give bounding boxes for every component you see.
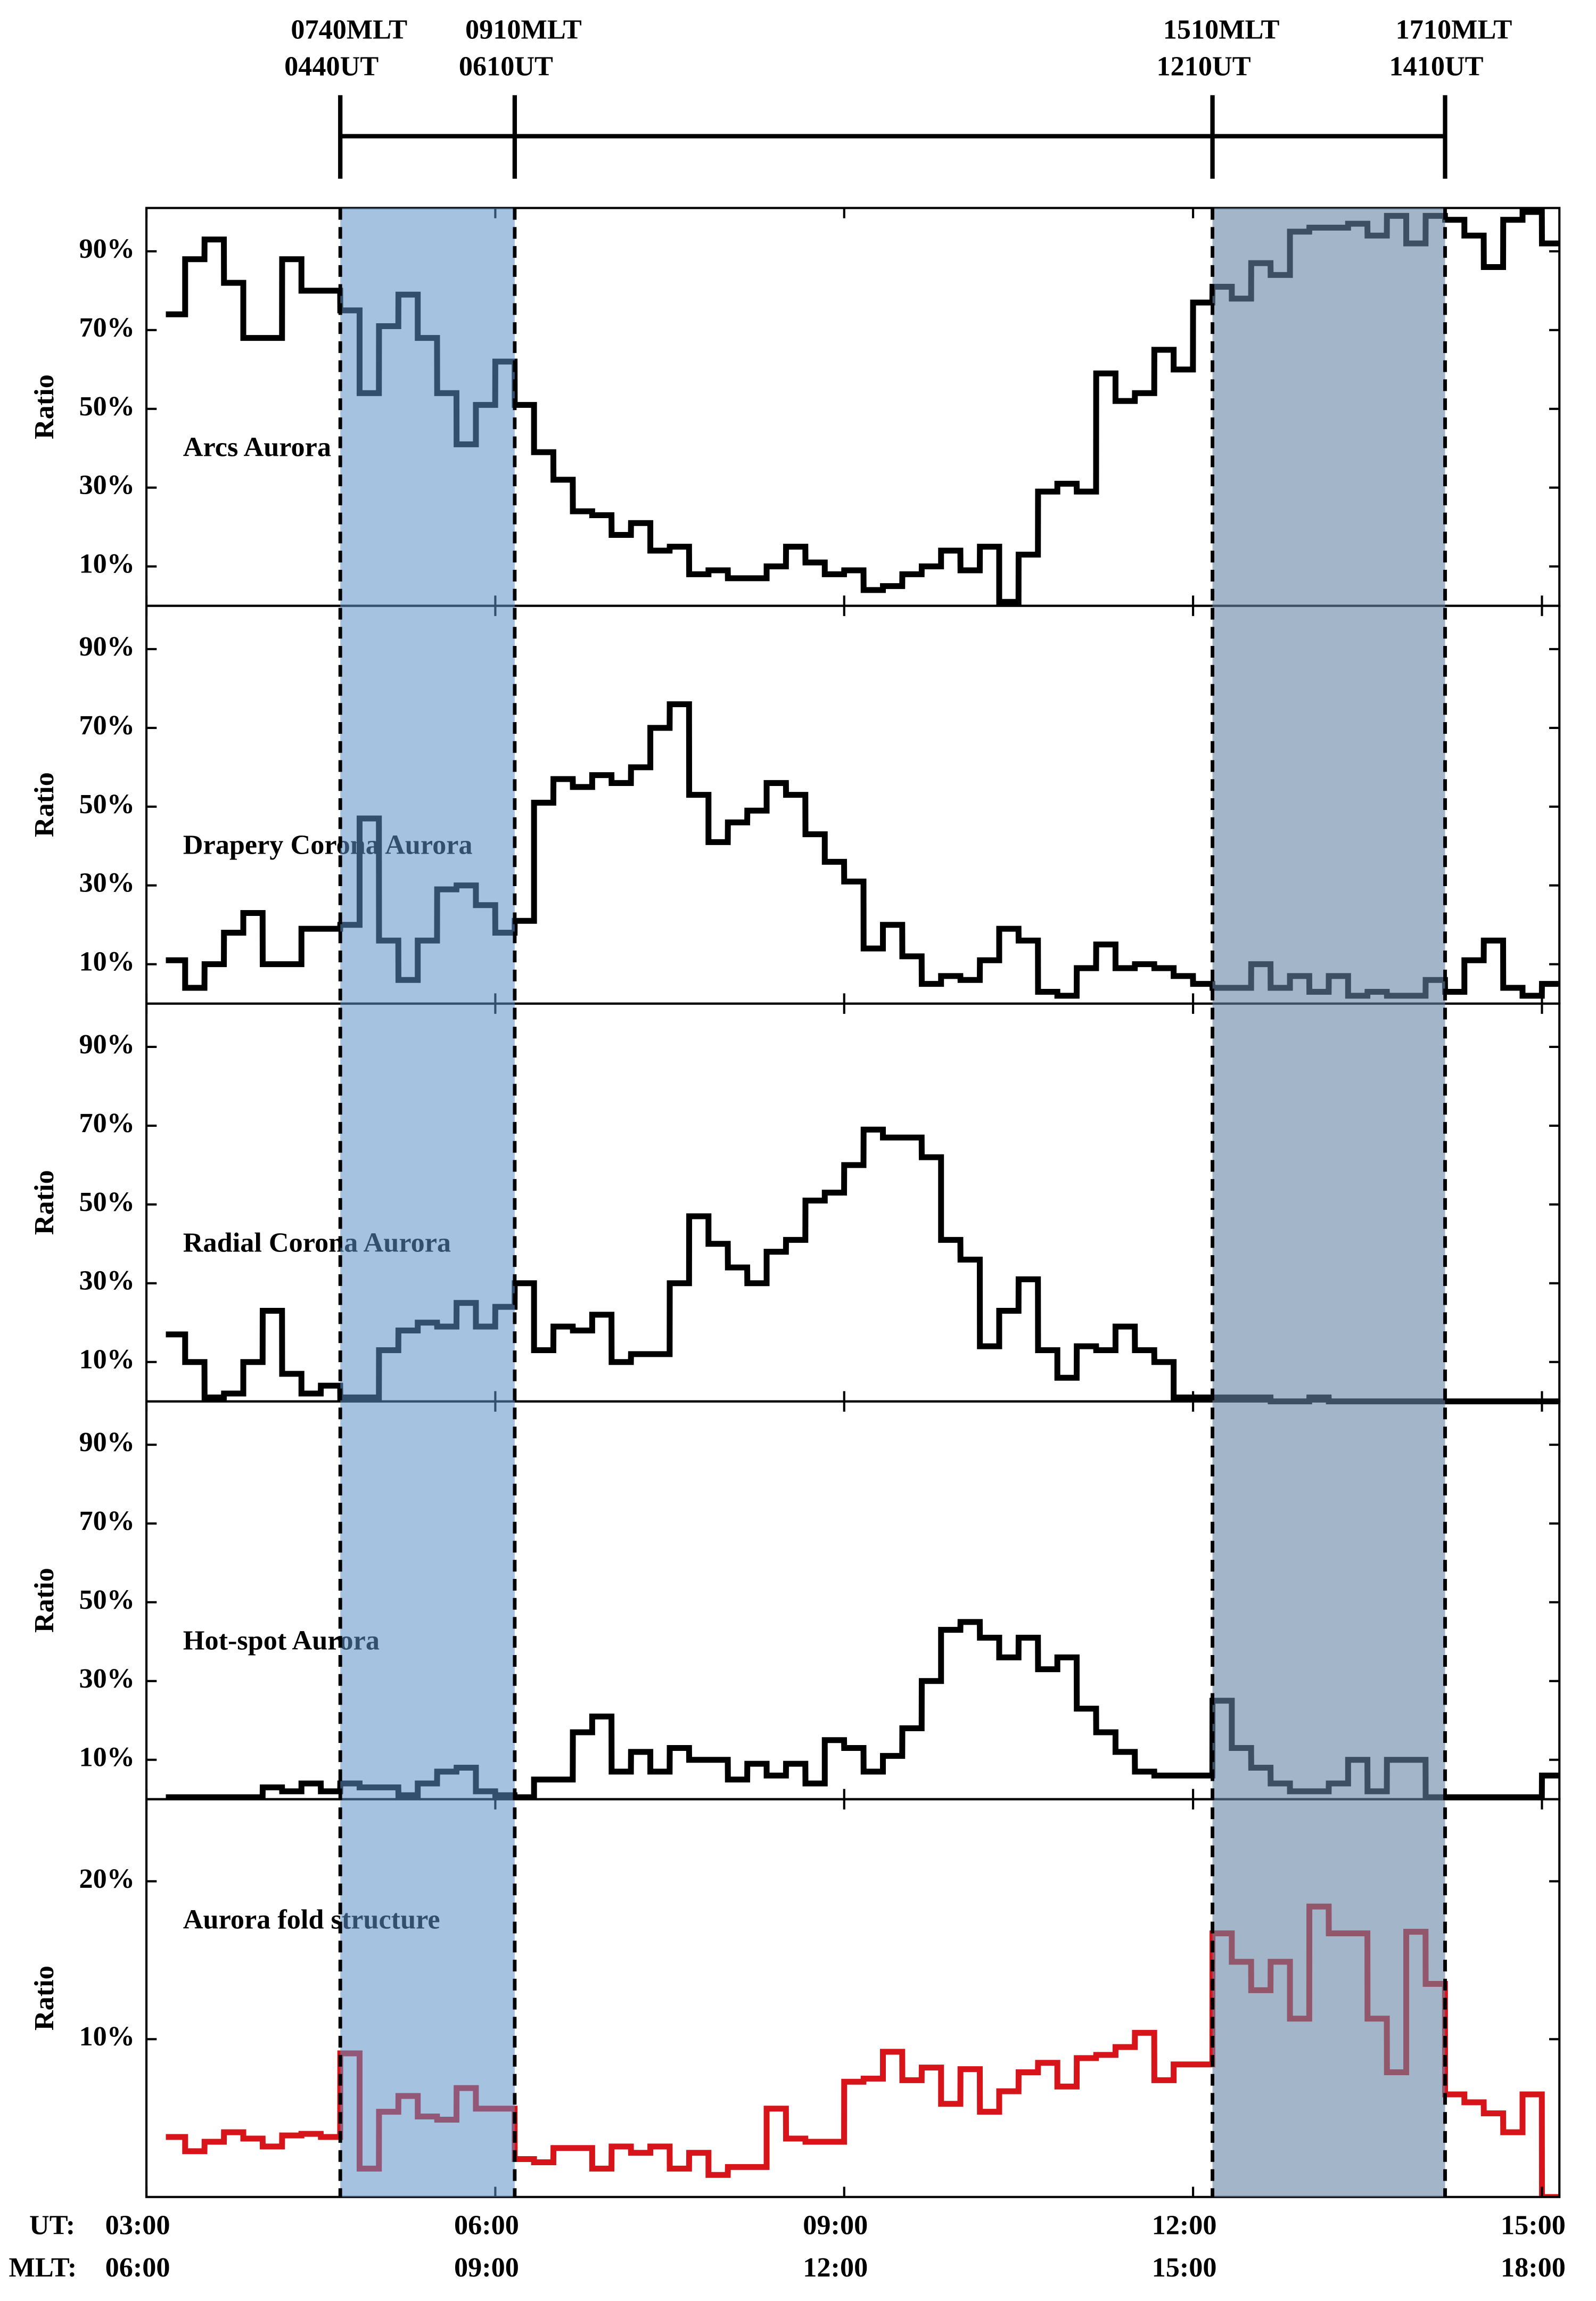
x-tick-label: 15:00 — [1501, 2209, 1566, 2240]
mlt-tick-label: 12:00 — [803, 2252, 868, 2283]
y-axis-label: Ratio — [29, 1568, 60, 1633]
y-axis-label: Ratio — [29, 374, 60, 439]
y-tick-label: 70% — [79, 312, 135, 343]
marker-mlt-label: 0740MLT — [291, 14, 407, 45]
panel-title: Arcs Aurora — [183, 431, 331, 462]
y-tick-label: 90% — [79, 233, 135, 264]
y-axis-label: Ratio — [29, 1966, 60, 2030]
x-tick-label: 12:00 — [1152, 2209, 1217, 2240]
y-axis-label: Ratio — [29, 1170, 60, 1235]
mlt-tick-label: 15:00 — [1152, 2252, 1217, 2283]
x-tick-label: 06:00 — [454, 2209, 519, 2240]
x-tick-label: 03:00 — [105, 2209, 170, 2240]
shaded-span — [1212, 208, 1445, 2197]
marker-mlt-label: 1510MLT — [1163, 14, 1280, 45]
panel-frame — [145, 1798, 1561, 2198]
y-tick-label: 20% — [79, 1863, 135, 1894]
y-tick-label: 50% — [79, 789, 135, 820]
y-tick-label: 70% — [79, 1505, 135, 1536]
marker-ut-label: 1210UT — [1157, 51, 1251, 81]
marker-ut-label: 1410UT — [1389, 51, 1483, 81]
y-tick-label: 50% — [79, 1584, 135, 1615]
y-tick-label: 30% — [79, 1663, 135, 1694]
y-tick-label: 90% — [79, 1427, 135, 1457]
y-tick-label: 90% — [79, 1029, 135, 1060]
y-axis-label: Ratio — [29, 772, 60, 837]
y-tick-label: 30% — [79, 867, 135, 898]
marker-ut-label: 0610UT — [459, 51, 553, 81]
y-tick-label: 90% — [79, 631, 135, 662]
y-tick-label: 10% — [79, 2021, 135, 2052]
y-tick-label: 70% — [79, 710, 135, 741]
x-tick-label: 09:00 — [803, 2209, 868, 2240]
mlt-tick-label: 18:00 — [1501, 2252, 1566, 2283]
shaded-span — [340, 208, 515, 2197]
mlt-tick-label: 09:00 — [454, 2252, 519, 2283]
mlt-axis-label: MLT: — [9, 2252, 77, 2283]
marker-mlt-label: 1710MLT — [1396, 14, 1512, 45]
y-tick-label: 50% — [79, 391, 135, 422]
marker-mlt-label: 0910MLT — [465, 14, 582, 45]
ut-axis-label: UT: — [29, 2209, 75, 2240]
y-tick-label: 30% — [79, 1265, 135, 1296]
y-tick-label: 10% — [79, 1742, 135, 1773]
y-tick-label: 70% — [79, 1108, 135, 1139]
y-tick-label: 50% — [79, 1186, 135, 1217]
y-tick-label: 30% — [79, 470, 135, 501]
y-tick-label: 10% — [79, 548, 135, 579]
marker-ut-label: 0440UT — [284, 51, 379, 81]
y-tick-label: 10% — [79, 1344, 135, 1375]
y-tick-label: 10% — [79, 946, 135, 977]
mlt-tick-label: 06:00 — [105, 2252, 170, 2283]
